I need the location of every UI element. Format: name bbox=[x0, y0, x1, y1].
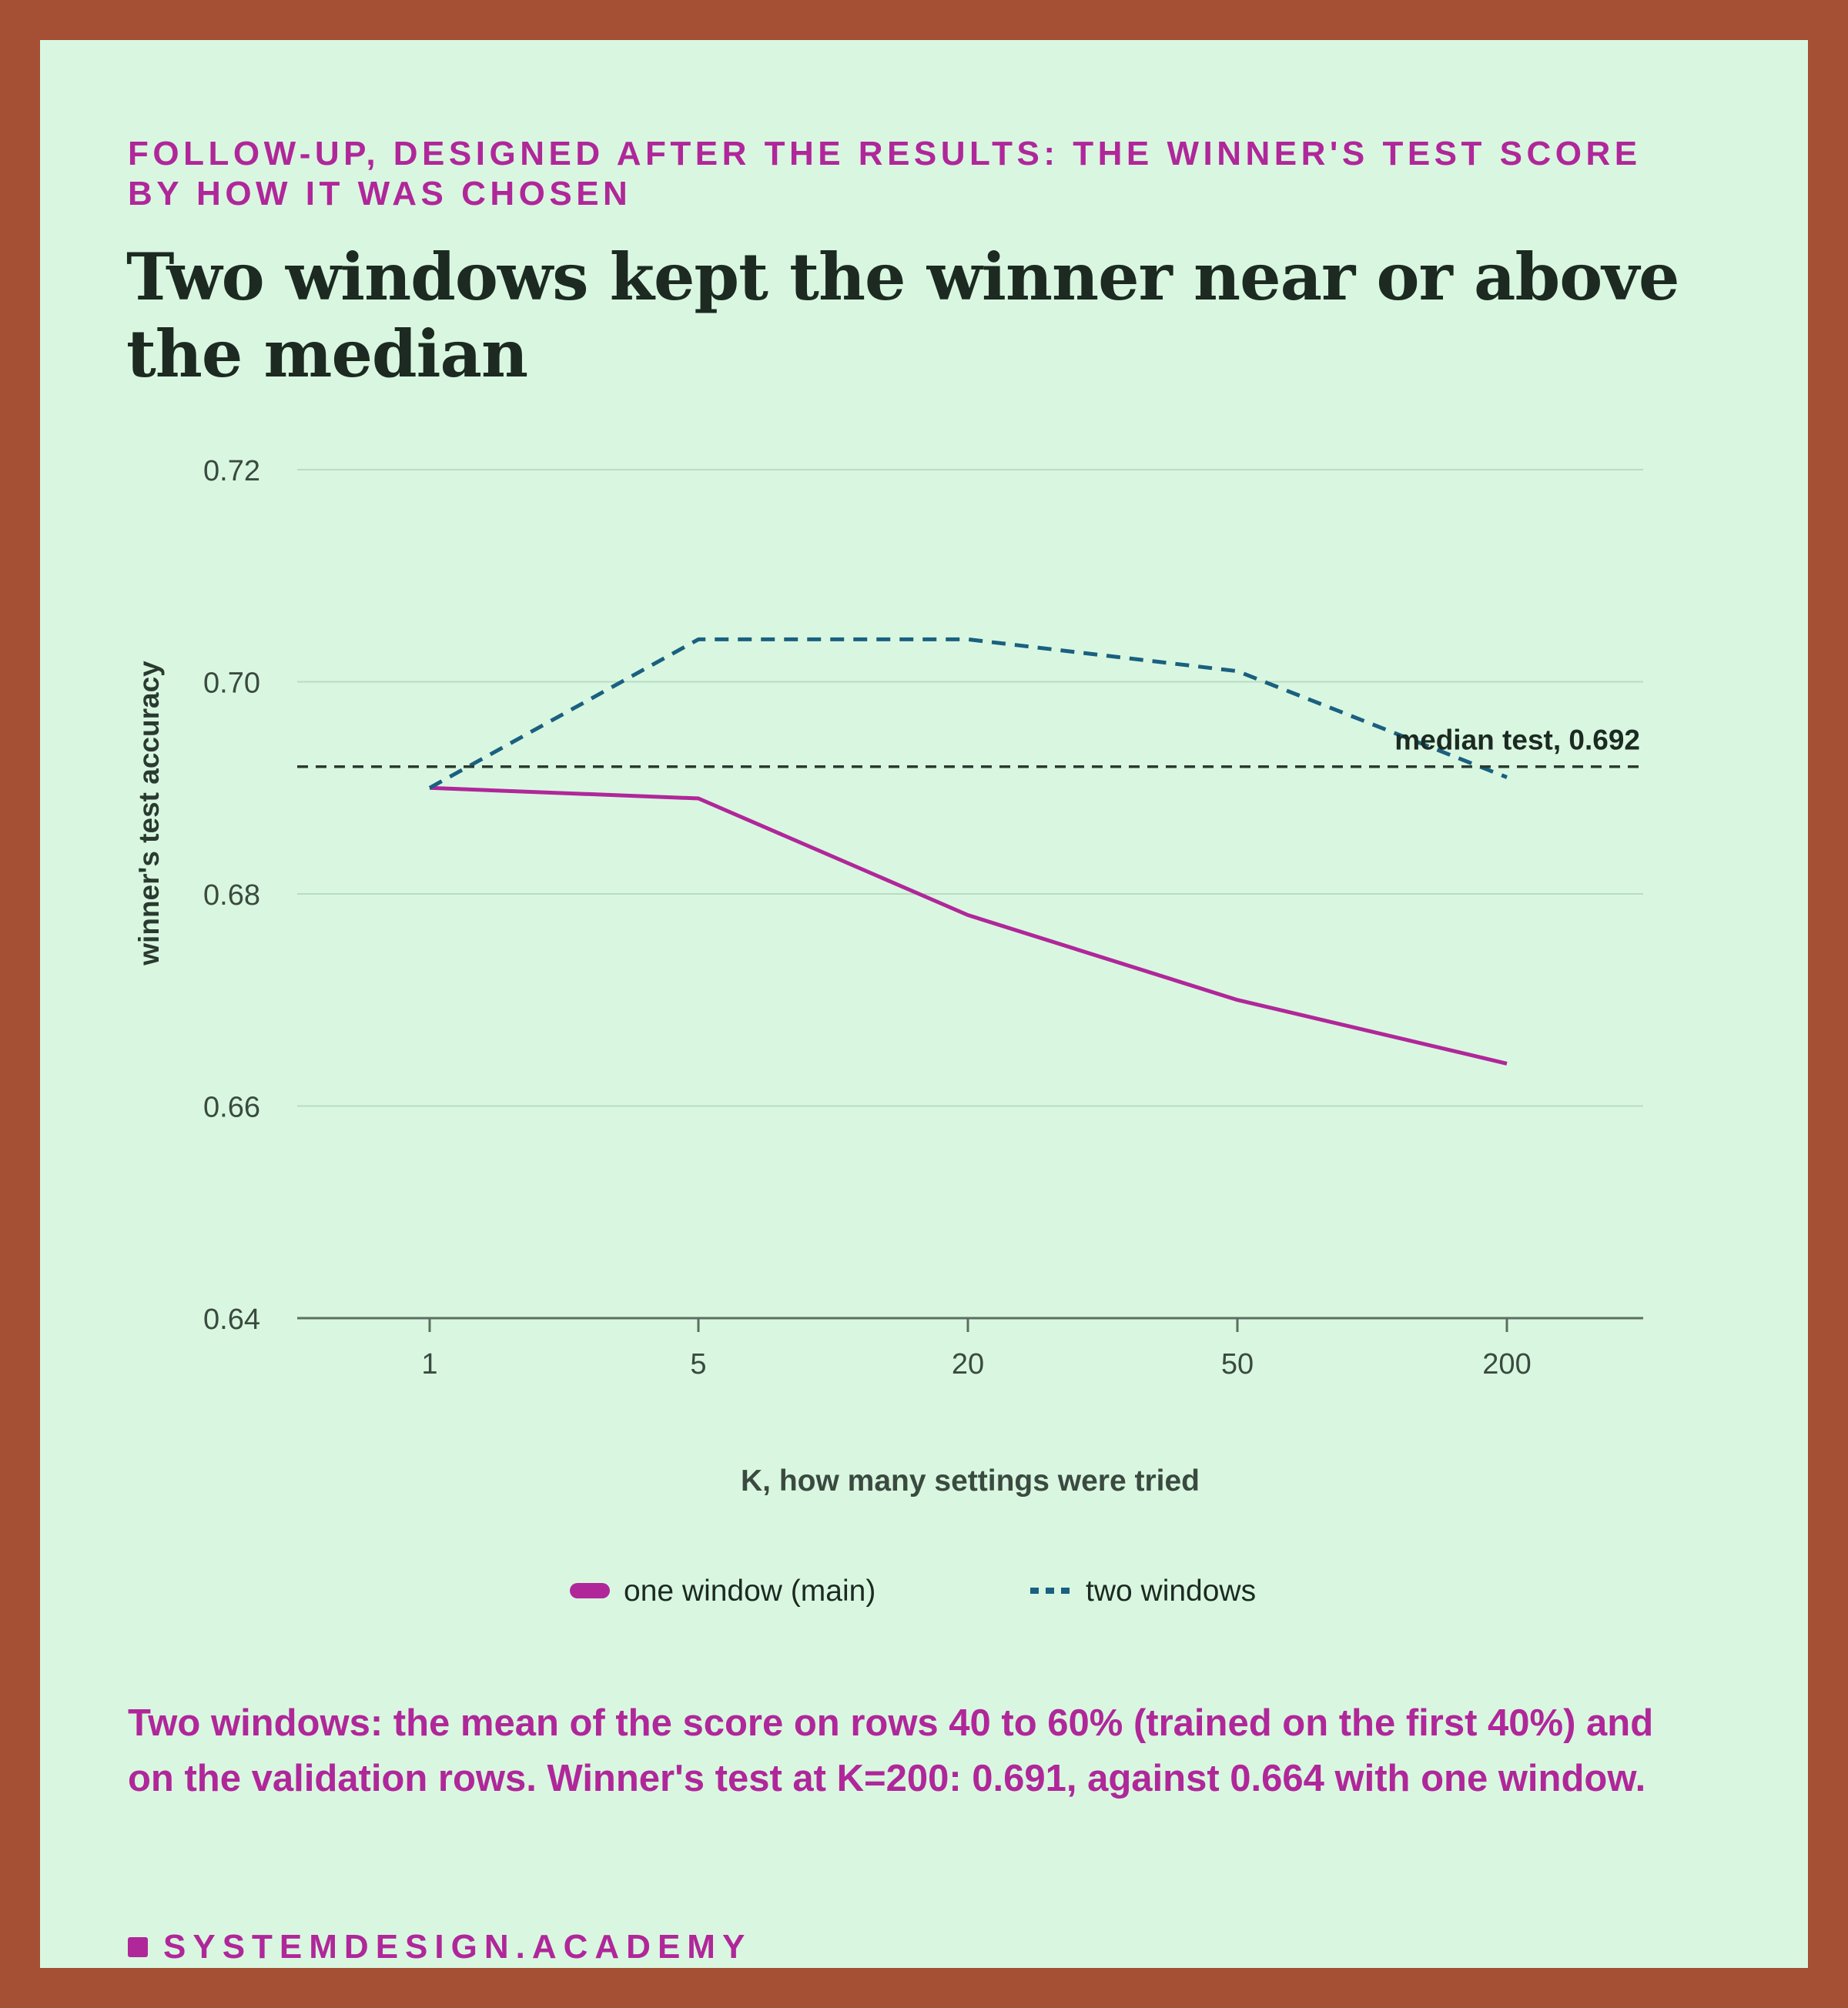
legend-label-one-window: one window (main) bbox=[624, 1575, 875, 1608]
line-chart: 0.64 0.66 0.68 0.70 0.72 1 5 20 50 200 median te… bbox=[133, 455, 1643, 1608]
series-line-one-window bbox=[429, 785, 1508, 1066]
x-axis-label: K, how many settings were tried bbox=[741, 1464, 1200, 1498]
x-axis: 1 5 20 50 200 bbox=[297, 1317, 1643, 1380]
median-label: median test, 0.692 bbox=[1394, 725, 1640, 756]
y-axis-label: winner's test accuracy bbox=[133, 661, 165, 966]
median-reference: median test, 0.692 bbox=[297, 725, 1643, 768]
brand-square-icon bbox=[128, 1937, 148, 1957]
y-tick-0.70: 0.70 bbox=[203, 668, 260, 700]
brand[interactable]: SYSTEMDESIGN.ACADEMY bbox=[128, 1928, 752, 1966]
chart-card: FOLLOW-UP, DESIGNED AFTER THE RESULTS: T… bbox=[40, 40, 1808, 1968]
y-tick-labels: 0.64 0.66 0.68 0.70 0.72 bbox=[203, 455, 260, 1336]
y-tick-0.72: 0.72 bbox=[203, 455, 260, 487]
y-tick-0.66: 0.66 bbox=[203, 1092, 260, 1124]
x-tick-5: 5 bbox=[690, 1348, 706, 1380]
x-tick-1: 1 bbox=[421, 1348, 437, 1380]
chart-kicker: FOLLOW-UP, DESIGNED AFTER THE RESULTS: T… bbox=[128, 135, 1642, 213]
brand-name: SYSTEMDESIGN.ACADEMY bbox=[163, 1928, 752, 1966]
footnote: Two windows: the mean of the score on ro… bbox=[128, 1702, 1654, 1799]
grid-lines bbox=[297, 469, 1643, 1107]
x-tick-20: 20 bbox=[952, 1348, 984, 1380]
y-tick-0.68: 0.68 bbox=[203, 879, 260, 912]
legend: one window (main) two windows bbox=[570, 1575, 1256, 1608]
legend-swatch-one-window bbox=[570, 1583, 610, 1598]
legend-label-two-windows: two windows bbox=[1086, 1575, 1256, 1608]
series-lines bbox=[428, 637, 1508, 1066]
y-tick-0.64: 0.64 bbox=[203, 1304, 260, 1336]
chart-title: Two windows kept the winner near or abov… bbox=[126, 239, 1679, 392]
x-tick-50: 50 bbox=[1221, 1348, 1254, 1380]
x-tick-200: 200 bbox=[1482, 1348, 1531, 1380]
